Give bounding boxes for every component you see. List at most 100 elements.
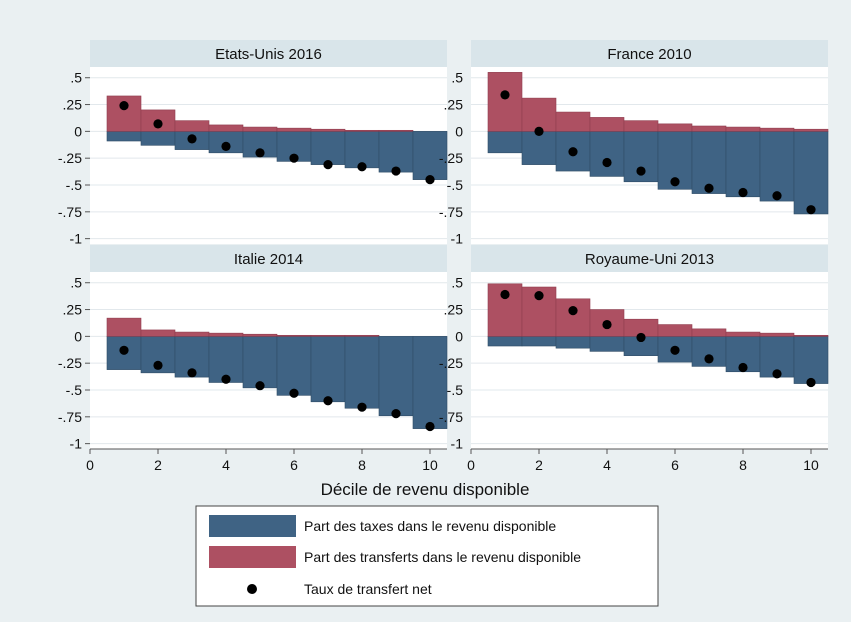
bar-taxes [487, 336, 523, 347]
legend-label: Part des taxes dans le revenu disponible [304, 518, 556, 534]
y-tick-label: 0 [455, 328, 463, 344]
chart-panels: Etats-Unis 2016.5.250-.25-.5-.75-1France… [58, 40, 829, 473]
x-tick-label: 0 [467, 457, 475, 473]
point-net-transfer [704, 354, 714, 364]
point-net-transfer [289, 388, 299, 398]
point-net-transfer [772, 369, 782, 379]
legend-label: Part des transferts dans le revenu dispo… [304, 549, 581, 565]
bar-transfers [487, 72, 523, 132]
bar-taxes [521, 131, 557, 165]
y-tick-label: .25 [63, 302, 83, 318]
bar-transfers [310, 334, 346, 337]
bar-taxes [725, 131, 761, 198]
y-tick-label: .5 [451, 275, 463, 291]
point-net-transfer [670, 177, 680, 187]
point-net-transfer [153, 360, 163, 370]
point-net-transfer [323, 396, 333, 406]
bar-transfers [276, 334, 312, 337]
bar-taxes [242, 336, 278, 389]
x-tick-label: 6 [671, 457, 679, 473]
bar-transfers [174, 120, 210, 132]
bar-transfers [691, 125, 727, 132]
bar-transfers [208, 124, 244, 132]
legend: Part des taxes dans le revenu disponible… [195, 505, 659, 607]
bar-taxes [793, 336, 829, 384]
point-net-transfer [289, 153, 299, 163]
point-net-transfer [255, 381, 265, 391]
y-tick-label: 0 [74, 328, 82, 344]
bar-transfers [691, 328, 727, 337]
y-tick-label: -.5 [447, 382, 464, 398]
point-net-transfer [323, 160, 333, 170]
y-tick-label: -.75 [439, 204, 463, 220]
bar-transfers [344, 129, 380, 132]
y-tick-label: -.25 [439, 355, 463, 371]
bar-taxes [759, 131, 795, 202]
bar-transfers [555, 111, 591, 132]
point-net-transfer [119, 101, 129, 111]
bar-taxes [589, 131, 625, 177]
point-net-transfer [670, 345, 680, 355]
x-axis-title-group: Décile de revenu disponible [321, 480, 530, 499]
x-tick-label: 10 [803, 457, 819, 473]
bar-transfers [725, 126, 761, 132]
point-net-transfer [636, 332, 646, 343]
y-tick-label: -.5 [66, 177, 83, 193]
y-tick-label: -1 [70, 231, 83, 247]
point-net-transfer [704, 183, 714, 193]
panel-title-strip [90, 40, 447, 67]
panel-title-strip [471, 40, 828, 67]
point-net-transfer [534, 126, 544, 136]
point-net-transfer [738, 362, 748, 373]
bar-taxes [555, 336, 591, 349]
point-net-transfer [425, 421, 435, 432]
y-tick-label: .25 [63, 97, 83, 113]
point-net-transfer [357, 162, 367, 172]
panel-title-strip [471, 245, 828, 272]
bar-taxes [276, 336, 312, 396]
bar-taxes [106, 131, 142, 142]
y-tick-label: -1 [70, 436, 83, 452]
legend-swatch [209, 515, 296, 537]
point-net-transfer [636, 166, 646, 176]
x-tick-label: 2 [154, 457, 162, 473]
bar-transfers [106, 317, 142, 337]
bar-transfers [174, 331, 210, 337]
y-tick-label: -.25 [58, 150, 82, 166]
x-tick-label: 0 [86, 457, 94, 473]
bar-transfers [657, 324, 693, 337]
bar-taxes [521, 336, 557, 347]
point-net-transfer [534, 291, 544, 301]
bar-taxes [412, 336, 448, 429]
point-net-transfer [772, 191, 782, 201]
y-tick-label: .5 [451, 70, 463, 86]
bar-taxes [310, 131, 346, 165]
point-net-transfer [738, 187, 748, 198]
x-tick-label: 8 [739, 457, 747, 473]
point-net-transfer [391, 166, 401, 176]
point-net-transfer [500, 289, 510, 300]
point-net-transfer [500, 90, 510, 100]
y-tick-label: -.25 [439, 150, 463, 166]
legend-swatch [209, 546, 296, 568]
bar-transfers [344, 334, 380, 337]
bar-taxes [310, 336, 346, 403]
point-net-transfer [119, 345, 129, 355]
bar-taxes [487, 131, 523, 154]
bar-transfers [378, 129, 414, 132]
chart-panel: Italie 2014.5.250-.25-.5-.75-10 2 4 6 8 10 [58, 245, 448, 473]
y-tick-label: -.5 [66, 382, 83, 398]
bar-transfers [759, 127, 795, 132]
point-net-transfer [602, 319, 612, 330]
point-net-transfer [391, 409, 401, 419]
point-net-transfer [425, 175, 435, 185]
point-net-transfer [187, 368, 197, 378]
y-tick-label: -.25 [58, 355, 82, 371]
bar-taxes [378, 131, 414, 173]
bar-transfers [623, 120, 659, 132]
point-net-transfer [602, 157, 612, 168]
bar-taxes [344, 336, 380, 409]
point-net-transfer [187, 134, 197, 144]
chart-panel: France 2010 .5 .25 0 -.25 -.5 -.75 -1 [439, 40, 829, 247]
point-net-transfer [255, 148, 265, 158]
